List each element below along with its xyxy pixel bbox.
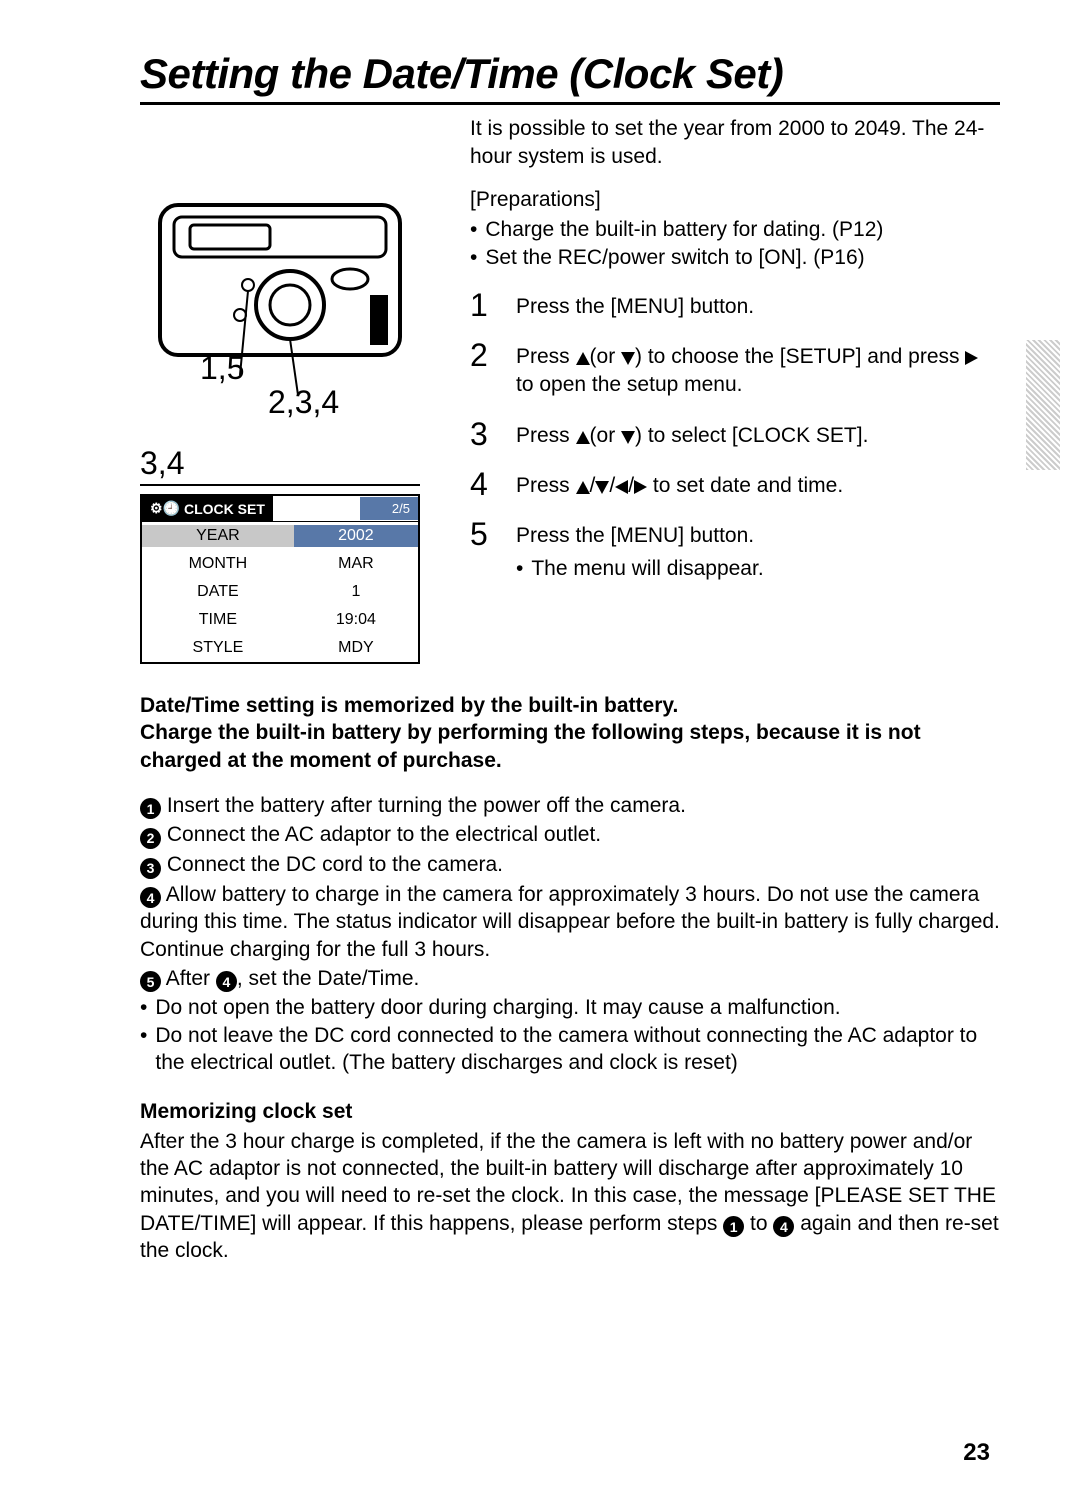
clock-row-key: TIME bbox=[142, 609, 294, 631]
step-number: 3 bbox=[470, 418, 516, 450]
triangle-up-icon bbox=[576, 481, 590, 494]
circled-number-icon: 4 bbox=[216, 971, 237, 992]
page-title: Setting the Date/Time (Clock Set) bbox=[140, 50, 1000, 105]
circled-number-icon: 5 bbox=[140, 971, 161, 992]
charge-step: Insert the battery after turning the pow… bbox=[167, 794, 686, 817]
charge-step: Allow battery to charge in the camera fo… bbox=[140, 883, 1000, 961]
circled-number-icon: 4 bbox=[140, 887, 161, 908]
caution-item: Do not leave the DC cord connected to th… bbox=[155, 1022, 1000, 1077]
clock-row-val: 19:04 bbox=[294, 609, 418, 631]
clock-row-val: 2002 bbox=[294, 525, 418, 547]
triangle-right-icon bbox=[965, 351, 978, 365]
memorizing-body: After the 3 hour charge is completed, if… bbox=[140, 1128, 1000, 1265]
clock-row-key: DATE bbox=[142, 581, 294, 603]
clock-row-val: 1 bbox=[294, 581, 418, 603]
clock-header-title: CLOCK SET bbox=[184, 501, 265, 517]
step-number: 5 bbox=[470, 518, 516, 550]
charge-step: Connect the DC cord to the camera. bbox=[167, 853, 503, 876]
charge-step-5-post: , set the Date/Time. bbox=[237, 967, 419, 990]
clock-row-key: MONTH bbox=[142, 553, 294, 575]
charge-step-5-pre: After bbox=[166, 967, 216, 990]
triangle-left-icon bbox=[615, 480, 628, 494]
caution-item: Do not open the battery door during char… bbox=[155, 994, 840, 1021]
step-sub: The menu will disappear. bbox=[531, 555, 763, 583]
step-number: 1 bbox=[470, 289, 516, 321]
triangle-down-icon bbox=[621, 431, 635, 444]
step-body: Press /// to set date and time. bbox=[516, 468, 1000, 500]
thumb-index-mark bbox=[1026, 340, 1060, 470]
step-body: Press the [MENU] button. bbox=[516, 289, 1000, 321]
battery-note-2: Charge the built-in battery by performin… bbox=[140, 719, 1000, 774]
circled-number-icon: 4 bbox=[773, 1216, 794, 1237]
page-number: 23 bbox=[963, 1439, 990, 1467]
step-number: 4 bbox=[470, 468, 516, 500]
step-body: Press (or ) to select [CLOCK SET]. bbox=[516, 418, 1000, 450]
circled-number-icon: 1 bbox=[723, 1216, 744, 1237]
charge-step: Connect the AC adaptor to the electrical… bbox=[167, 823, 601, 846]
clock-row-key: YEAR bbox=[142, 525, 294, 547]
triangle-down-icon bbox=[621, 352, 635, 365]
triangle-down-icon bbox=[595, 481, 609, 494]
camera-diagram: 1,5 2,3,4 bbox=[140, 175, 420, 415]
circled-number-icon: 1 bbox=[140, 798, 161, 819]
memorizing-heading: Memorizing clock set bbox=[140, 1098, 1000, 1125]
clock-set-screen: ⚙🕘 CLOCK SET 2/5 YEAR 2002 MONTH MAR DAT… bbox=[140, 494, 420, 664]
battery-note-1: Date/Time setting is memorized by the bu… bbox=[140, 692, 1000, 719]
diagram-label-15: 1,5 bbox=[200, 350, 244, 387]
diagram-label-234: 2,3,4 bbox=[268, 384, 339, 421]
prep-item: Charge the built-in battery for dating. … bbox=[485, 216, 883, 244]
step-number: 2 bbox=[470, 339, 516, 371]
triangle-up-icon bbox=[576, 352, 590, 365]
clock-row-val: MAR bbox=[294, 553, 418, 575]
intro-text: It is possible to set the year from 2000… bbox=[470, 115, 1000, 172]
circled-number-icon: 2 bbox=[140, 828, 161, 849]
clock-panel-label: 3,4 bbox=[140, 445, 420, 486]
step-body: Press (or ) to choose the [SETUP] and pr… bbox=[516, 339, 1000, 400]
triangle-right-icon bbox=[634, 480, 647, 494]
prep-heading: [Preparations] bbox=[470, 186, 1000, 214]
prep-item: Set the REC/power switch to [ON]. (P16) bbox=[485, 244, 864, 272]
step-body: Press the [MENU] button. The menu will d… bbox=[516, 518, 1000, 583]
triangle-up-icon bbox=[576, 431, 590, 444]
clock-row-val: MDY bbox=[294, 637, 418, 659]
circled-number-icon: 3 bbox=[140, 858, 161, 879]
clock-header-icons: ⚙🕘 bbox=[150, 500, 180, 517]
clock-header-page: 2/5 bbox=[273, 497, 418, 520]
clock-row-key: STYLE bbox=[142, 637, 294, 659]
